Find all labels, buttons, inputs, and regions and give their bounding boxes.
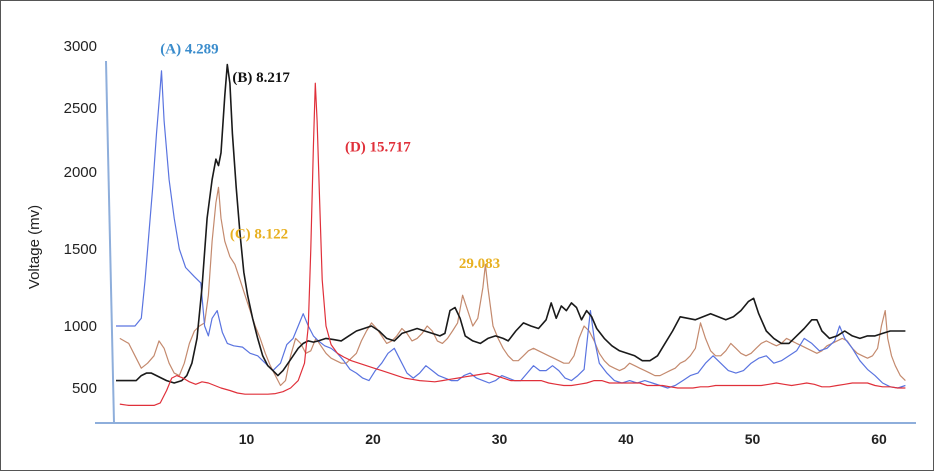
x-tick-label: 40: [618, 431, 634, 447]
x-tick-label: 50: [745, 431, 761, 447]
peak-label: (D) 15.717: [345, 139, 411, 155]
x-tick-labels: 10 20 30 40 50 60: [239, 431, 887, 447]
y-tick-labels: 500 1000 1500 2000 2500 3000: [64, 38, 97, 397]
y-tick-label: 2000: [64, 164, 97, 181]
series-line-black: [116, 63, 906, 384]
y-axis-label: Voltage (mv): [26, 205, 43, 289]
x-tick-label: 30: [492, 431, 508, 447]
y-tick-label: 500: [72, 380, 97, 397]
series-line-red: [119, 82, 906, 406]
peak-annotations: (A) 4.289 (B) 8.217 (D) 15.717 (C) 8.122 29.…: [160, 41, 500, 271]
peak-label: (A) 4.289: [160, 41, 218, 57]
y-tick-label: 3000: [64, 38, 97, 55]
series-line-blue: [116, 70, 906, 389]
peak-label: (C) 8.122: [230, 227, 288, 243]
peak-label: 29.083: [459, 256, 500, 272]
series-line-brown: [119, 186, 906, 387]
x-tick-label: 10: [239, 431, 255, 447]
peak-label: (B) 8.217: [232, 70, 290, 86]
y-tick-label: 1500: [64, 241, 97, 258]
y-tick-label: 1000: [64, 318, 97, 335]
y-tick-label: 2500: [64, 100, 97, 117]
y-axis-line: [105, 60, 115, 424]
series-lines: [116, 63, 906, 406]
x-tick-label: 20: [365, 431, 381, 447]
axes: [95, 60, 916, 424]
x-tick-label: 60: [871, 431, 887, 447]
